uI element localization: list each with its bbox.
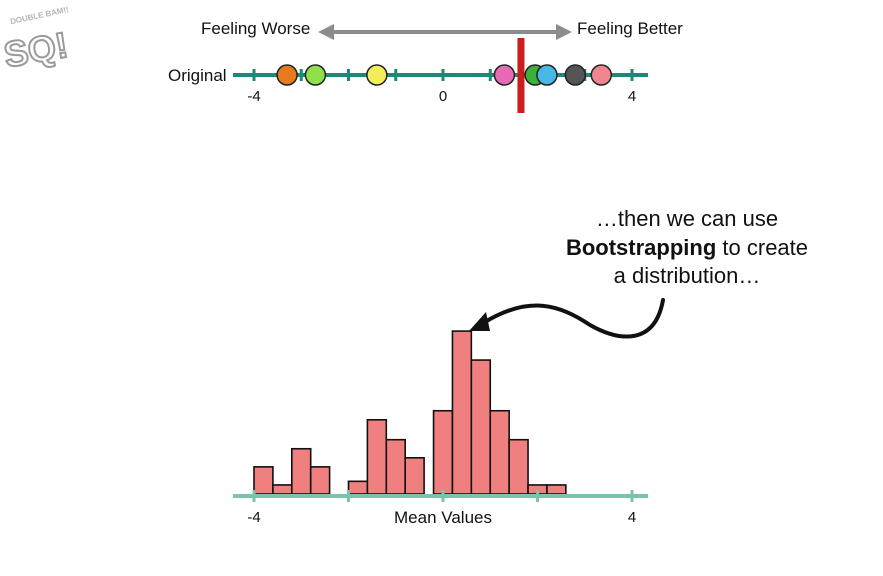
callout-line-2-rest: to create — [716, 235, 808, 260]
histogram-bar — [272, 484, 293, 495]
callout-bold-term: Bootstrapping — [566, 235, 716, 260]
histogram-bar — [508, 438, 529, 495]
histogram-bars — [253, 330, 567, 495]
histogram-bar — [253, 466, 274, 495]
data-point — [564, 64, 587, 86]
histogram-bar — [546, 484, 567, 495]
data-point — [366, 64, 388, 86]
callout-line-2: Bootstrapping to create — [566, 235, 808, 260]
histogram-bar — [489, 409, 510, 495]
top-axis-tick-labels: -4 0 4 — [247, 88, 636, 105]
original-label: Original — [168, 66, 227, 85]
direction-arrow — [318, 24, 572, 40]
histogram-axis-ticks — [252, 490, 634, 502]
histogram-x-label: Mean Values — [394, 508, 492, 527]
histogram-bar — [451, 330, 473, 495]
callout-line-3: a distribution… — [614, 263, 761, 288]
histogram-bar — [404, 456, 425, 495]
histogram-bar — [309, 466, 331, 495]
callout-arrow — [469, 298, 665, 339]
top-axis-tick-label: -4 — [247, 88, 260, 105]
histogram-bar — [385, 438, 406, 495]
histogram-tick-label: 4 — [628, 509, 636, 526]
statquest-logo: DOUBLE BAM!! SQ! — [4, 5, 72, 76]
data-point — [590, 64, 613, 86]
data-point — [493, 64, 516, 86]
top-axis-tick-label: 4 — [628, 88, 636, 105]
histogram-bar — [290, 447, 312, 495]
data-point — [276, 64, 298, 86]
histogram-axis-tick-labels: -4 4 — [247, 509, 636, 526]
data-point — [536, 64, 558, 86]
histogram-bar — [366, 418, 388, 495]
callout-line-1: …then we can use — [596, 206, 778, 231]
data-points — [276, 64, 613, 86]
histogram-tick-label: -4 — [247, 509, 260, 526]
data-point — [304, 64, 327, 86]
histogram-bar — [432, 409, 454, 495]
top-axis-tick-label: 0 — [439, 88, 447, 105]
histogram-bar — [347, 480, 369, 495]
feeling-better-label: Feeling Better — [577, 19, 683, 38]
histogram-bar — [470, 359, 492, 495]
feeling-worse-label: Feeling Worse — [201, 19, 310, 38]
